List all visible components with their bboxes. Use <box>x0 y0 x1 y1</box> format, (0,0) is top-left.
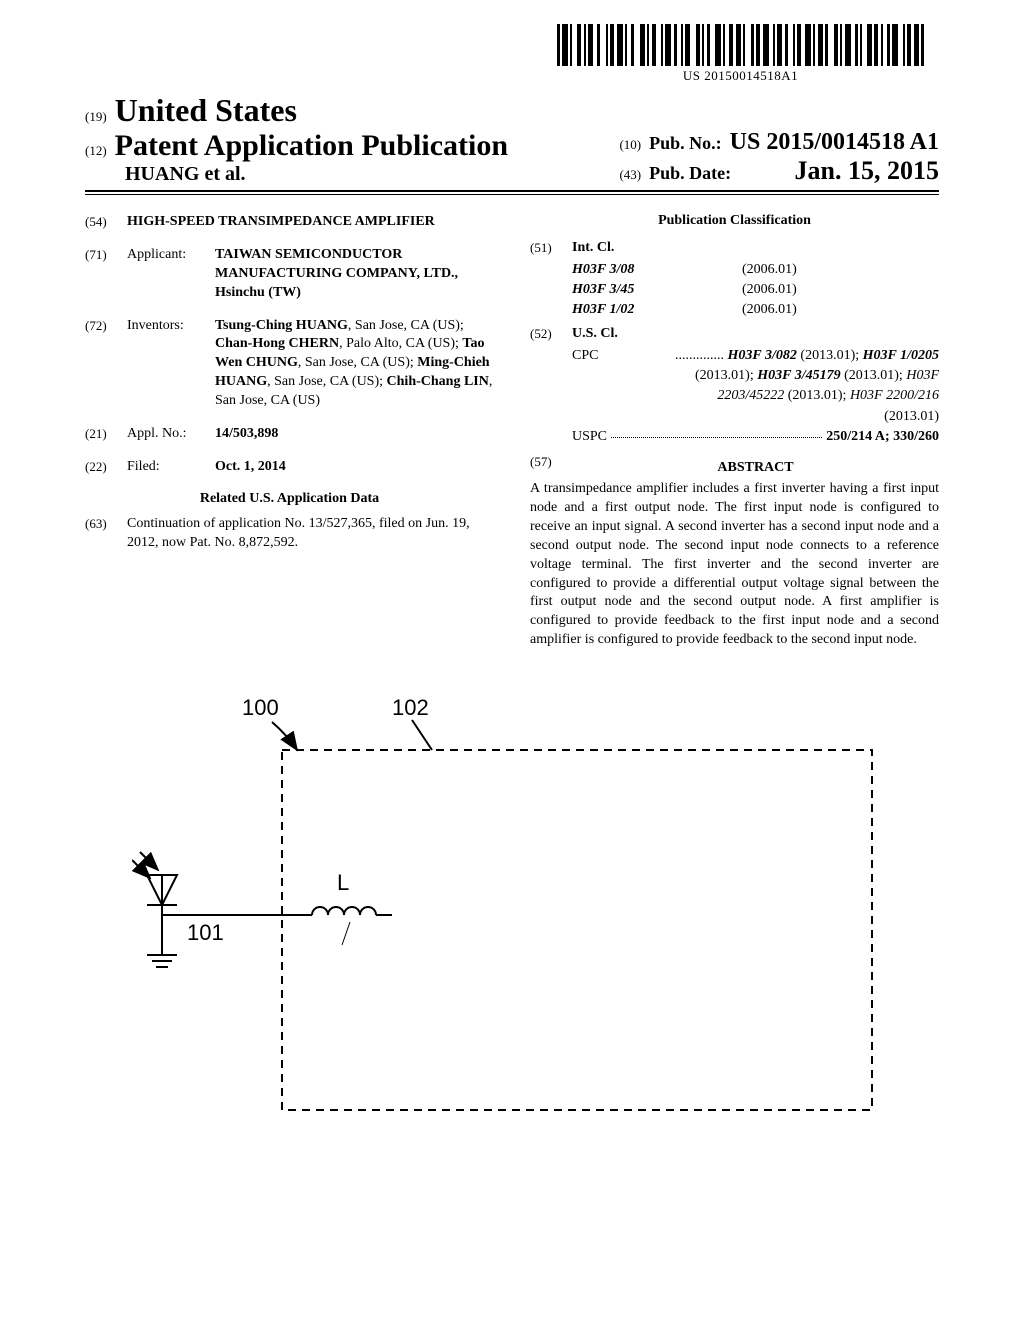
filed-row: (22) Filed: Oct. 1, 2014 <box>85 458 494 477</box>
right-column: Publication Classification (51) Int. Cl.… <box>530 213 939 650</box>
pubdate-num: (43) <box>619 167 641 183</box>
uspc-value: 250/214 A; 330/260 <box>826 429 939 444</box>
pub-num: (12) <box>85 143 107 159</box>
intcl-block: H03F 3/08 (2006.01) H03F 3/45 (2006.01) H0… <box>572 260 939 321</box>
intcl-year: (2006.01) <box>742 260 797 280</box>
uscl-row: (52) U.S. Cl. <box>530 325 939 344</box>
pubno-num: (10) <box>619 137 641 153</box>
left-column: (54) HIGH-SPEED TRANSIMPEDANCE AMPLIFIER… <box>85 213 494 650</box>
field-num: (57) <box>530 453 562 478</box>
intcl-label: Int. Cl. <box>572 240 614 255</box>
field-num: (54) <box>85 213 117 232</box>
applno-value: 14/503,898 <box>215 426 278 441</box>
related-heading: Related U.S. Application Data <box>85 491 494 507</box>
label-108a: 108a <box>342 922 350 945</box>
barcode-number: US 20150014518A1 <box>557 68 924 84</box>
patent-page: US 20150014518A1 (19) United States (12)… <box>0 0 1024 1320</box>
uscl-block: CPC .............. H03F 3/082 (2013.01);… <box>572 346 939 447</box>
intcl-entry: H03F 3/08 (2006.01) <box>572 260 939 280</box>
field-num: (72) <box>85 317 117 411</box>
filed-value: Oct. 1, 2014 <box>215 459 286 474</box>
intcl-code: H03F 3/08 <box>572 260 682 280</box>
uspc-label: USPC <box>572 427 607 447</box>
applno-row: (21) Appl. No.: 14/503,898 <box>85 425 494 444</box>
intcl-row: (51) Int. Cl. <box>530 239 939 258</box>
label-102: 102 <box>392 695 429 720</box>
abstract-heading: ABSTRACT <box>572 459 939 478</box>
cpc-line: CPC .............. H03F 3/082 (2013.01);… <box>572 346 939 427</box>
pubno-label: Pub. No.: <box>649 133 722 154</box>
invention-title-row: (54) HIGH-SPEED TRANSIMPEDANCE AMPLIFIER <box>85 213 494 232</box>
uscl-label: U.S. Cl. <box>572 326 618 341</box>
barcode-icon <box>557 24 924 66</box>
applno-label: Appl. No.: <box>127 425 205 444</box>
field-num: (22) <box>85 458 117 477</box>
intcl-entry: H03F 1/02 (2006.01) <box>572 300 939 320</box>
label-101: 101 <box>187 920 224 945</box>
intcl-code: H03F 1/02 <box>572 300 682 320</box>
field-num: (52) <box>530 325 562 344</box>
field-num: (63) <box>85 515 117 553</box>
abstract-body: A transimpedance amplifier includes a fi… <box>530 480 939 650</box>
pubdate-label: Pub. Date: <box>649 163 731 184</box>
divider <box>85 190 939 192</box>
leader-dots <box>611 427 822 438</box>
applicant-label: Applicant: <box>127 246 205 303</box>
inventors-body: Tsung-Ching HUANG, San Jose, CA (US); Ch… <box>215 317 494 411</box>
intcl-entry: H03F 3/45 (2006.01) <box>572 280 939 300</box>
inventors-row: (72) Inventors: Tsung-Ching HUANG, San J… <box>85 317 494 411</box>
applicant-text: TAIWAN SEMICONDUCTOR MANUFACTURING COMPA… <box>215 247 458 300</box>
barcode-block: US 20150014518A1 <box>557 24 924 84</box>
intcl-year: (2006.01) <box>742 300 797 320</box>
figure-area: 102 100 101 L 108a <box>85 690 939 1155</box>
metadata-columns: (54) HIGH-SPEED TRANSIMPEDANCE AMPLIFIER… <box>85 213 939 650</box>
country: United States <box>115 92 297 129</box>
cpc-label: CPC <box>572 346 598 366</box>
inventors-label: Inventors: <box>127 317 205 411</box>
intcl-year: (2006.01) <box>742 280 797 300</box>
abstract-row: (57) ABSTRACT <box>530 453 939 478</box>
pubno-value: US 2015/0014518 A1 <box>730 129 939 156</box>
country-num: (19) <box>85 109 107 125</box>
header-right: (10) Pub. No.: US 2015/0014518 A1 (43) P… <box>619 129 939 186</box>
authors: HUANG et al. <box>125 163 508 186</box>
applicant-body: TAIWAN SEMICONDUCTOR MANUFACTURING COMPA… <box>215 246 494 303</box>
circuit-diagram: 102 100 101 L 108a <box>132 690 892 1150</box>
label-L1: L <box>337 870 349 895</box>
continuation-body: Continuation of application No. 13/527,3… <box>127 515 494 553</box>
intcl-code: H03F 3/45 <box>572 280 682 300</box>
publication-title: Patent Application Publication <box>115 129 508 163</box>
invention-title: HIGH-SPEED TRANSIMPEDANCE AMPLIFIER <box>127 213 494 232</box>
applicant-row: (71) Applicant: TAIWAN SEMICONDUCTOR MAN… <box>85 246 494 303</box>
field-num: (21) <box>85 425 117 444</box>
continuation-row: (63) Continuation of application No. 13/… <box>85 515 494 553</box>
field-num: (71) <box>85 246 117 303</box>
field-num: (51) <box>530 239 562 258</box>
label-100: 100 <box>242 695 279 720</box>
filed-label: Filed: <box>127 458 205 477</box>
divider-thin <box>85 194 939 195</box>
header-left: (19) United States (12) Patent Applicati… <box>85 92 508 186</box>
classification-heading: Publication Classification <box>530 213 939 229</box>
pubdate-value: Jan. 15, 2015 <box>795 156 939 186</box>
uspc-line: USPC 250/214 A; 330/260 <box>572 427 939 447</box>
header-row: (19) United States (12) Patent Applicati… <box>85 92 939 186</box>
